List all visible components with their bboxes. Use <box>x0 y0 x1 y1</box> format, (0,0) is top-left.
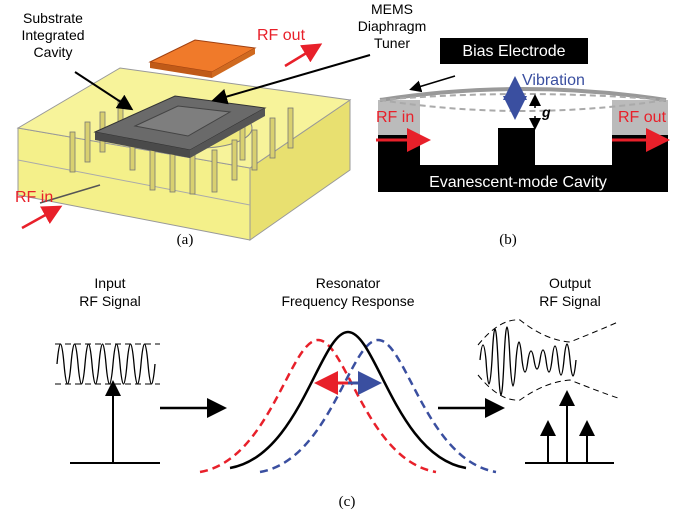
output-label: RF Signal <box>539 293 600 309</box>
vibration-label: Vibration <box>522 72 585 89</box>
caption: (c) <box>339 494 356 510</box>
rf-in-label: RF in <box>15 189 53 206</box>
response-label: Frequency Response <box>281 293 414 309</box>
substrate-label: Cavity <box>34 44 73 60</box>
panel-b: Bias Electrode Vibration g RF in RF out … <box>376 38 668 248</box>
rf-out-label: RF out <box>257 27 306 44</box>
caption: (b) <box>499 232 517 248</box>
tuner-label: Tuner <box>374 35 410 51</box>
tuner-label: Diaphragm <box>358 18 426 34</box>
panel-a: Substrate Integrated Cavity RF out RF in… <box>15 1 426 248</box>
gap-label: g <box>541 104 551 120</box>
substrate-label: Integrated <box>21 27 84 43</box>
cavity-label: Evanescent-mode Cavity <box>429 174 607 191</box>
rf-in-label: RF in <box>376 109 414 126</box>
caption: (a) <box>177 232 194 248</box>
output-label: Output <box>549 275 591 291</box>
input-label: Input <box>94 275 125 291</box>
substrate-label: Substrate <box>23 10 83 26</box>
response-label: Resonator <box>316 275 381 291</box>
panel-c: Input RF Signal Resonator Frequency Resp… <box>55 275 618 510</box>
bias-electrode-label: Bias Electrode <box>462 43 565 60</box>
figure: Substrate Integrated Cavity RF out RF in… <box>0 0 694 516</box>
tuner-label: MEMS <box>371 1 413 17</box>
rf-out-label: RF out <box>618 109 667 126</box>
input-label: RF Signal <box>79 293 140 309</box>
